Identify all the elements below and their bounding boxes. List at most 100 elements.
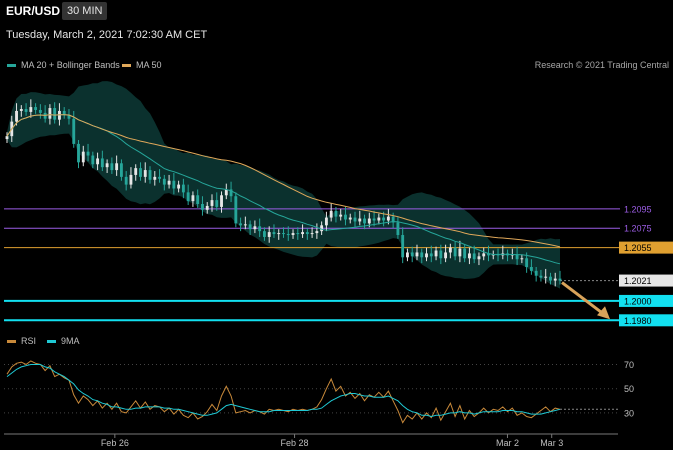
candle-body xyxy=(496,254,500,256)
candle-body xyxy=(186,192,190,202)
candle-body xyxy=(48,108,52,119)
candle-body xyxy=(191,195,195,202)
level-label-1.2075: 1.2075 xyxy=(624,224,652,234)
legend-rsi: RSI xyxy=(7,336,36,346)
candle-body xyxy=(258,226,262,232)
candle-body xyxy=(386,216,390,221)
candle-body xyxy=(148,170,152,180)
legend-ma50: MA 50 xyxy=(122,60,162,70)
candle-body xyxy=(58,110,61,120)
level-label-1.2095: 1.2095 xyxy=(624,204,652,214)
candle-body xyxy=(220,195,223,207)
legend-swatch-ma20 xyxy=(7,63,16,67)
level-tag-text-1.1980: 1.1980 xyxy=(624,316,652,326)
candle-body xyxy=(520,258,524,260)
candle-body xyxy=(134,168,138,175)
candle-body xyxy=(553,278,557,281)
candle-body xyxy=(334,210,338,217)
candle-body xyxy=(320,225,324,232)
candle-body xyxy=(310,233,314,235)
candle-body xyxy=(329,210,333,218)
candle-body xyxy=(234,196,238,224)
candle-body xyxy=(124,176,128,185)
candle-body xyxy=(372,218,376,221)
candle-body xyxy=(453,247,457,257)
candle-body xyxy=(353,217,357,222)
legend-label-rsi: RSI xyxy=(21,336,37,346)
forecast-arrow xyxy=(561,281,610,320)
price-tags: 1.2095 1.2075 1.2055 1.2021 1.2000 1.1980 xyxy=(619,204,673,327)
candle-body xyxy=(105,163,109,168)
candle-body xyxy=(367,218,371,224)
candle-body xyxy=(29,107,33,112)
candle-body xyxy=(358,218,362,222)
research-credit: Research © 2021 Trading Central xyxy=(534,60,669,70)
candle-body xyxy=(401,235,405,258)
candle-body xyxy=(62,110,66,115)
candle-body xyxy=(549,276,552,281)
candle-body xyxy=(539,275,543,278)
candle-body xyxy=(406,252,409,258)
candle-body xyxy=(201,204,204,210)
candle-body xyxy=(291,233,295,236)
candle-body xyxy=(210,200,214,206)
candle-body xyxy=(315,231,319,234)
datetime-label: Tuesday, March 2, 2021 7:02:30 AM CET xyxy=(6,29,208,41)
candle-body xyxy=(344,214,347,220)
candle-body xyxy=(5,136,9,140)
candle-body xyxy=(81,151,85,163)
candle-body xyxy=(77,143,80,163)
candle-body xyxy=(324,217,328,226)
candle-body xyxy=(67,114,71,119)
candle-body xyxy=(267,232,271,237)
rsi-tick-70: 70 xyxy=(624,360,634,370)
candle-body xyxy=(296,233,300,235)
legend-ma20: MA 20 + Bollinger Bands xyxy=(7,60,120,70)
timeframe-button[interactable]: 30 MIN xyxy=(62,2,108,20)
level-tag-text-1.2021: 1.2021 xyxy=(624,276,652,286)
candle-body xyxy=(377,217,381,221)
candle-body xyxy=(463,248,467,259)
candle-body xyxy=(391,216,395,223)
x-tick-label: Feb 28 xyxy=(281,438,309,448)
level-tag-1.2000 xyxy=(619,294,673,307)
candle-body xyxy=(472,253,476,260)
rsi-ma-line xyxy=(6,364,561,418)
candle-body xyxy=(239,223,243,226)
candle-body xyxy=(439,250,443,259)
level-tag-1.2021 xyxy=(619,274,673,287)
candle-body xyxy=(301,232,304,235)
candle-body xyxy=(444,252,448,259)
symbol-label[interactable]: EUR/USD xyxy=(6,4,61,18)
candle-body xyxy=(305,232,309,235)
candle-body xyxy=(196,195,200,204)
candle-body xyxy=(181,184,185,193)
candle-body xyxy=(139,168,142,177)
level-tag-text-1.2055: 1.2055 xyxy=(624,243,652,253)
candle-body xyxy=(425,253,428,258)
candle-body xyxy=(158,176,161,179)
candle-body xyxy=(34,107,38,110)
candle-body xyxy=(177,184,181,189)
candle-body xyxy=(467,253,471,259)
candle-body xyxy=(348,217,352,220)
candle-body xyxy=(558,278,562,281)
candle-body xyxy=(24,109,28,112)
rsi-tick-50: 50 xyxy=(624,384,634,394)
candle-body xyxy=(38,109,42,113)
candle-body xyxy=(215,200,219,207)
candle-body xyxy=(487,253,490,256)
rsi-tick-30: 30 xyxy=(624,408,634,418)
legend-label-ma50: MA 50 xyxy=(136,60,162,70)
candle-body xyxy=(429,253,433,257)
candle-body xyxy=(282,233,285,235)
candle-body xyxy=(248,224,252,230)
candle-body xyxy=(243,224,247,226)
candle-body xyxy=(143,170,147,177)
legend-label-rsi-ma: 9MA xyxy=(61,336,80,346)
candle-body xyxy=(172,180,176,189)
candle-body xyxy=(339,214,343,217)
ma50-line xyxy=(6,114,561,248)
forecast-arrow-head xyxy=(597,306,610,320)
